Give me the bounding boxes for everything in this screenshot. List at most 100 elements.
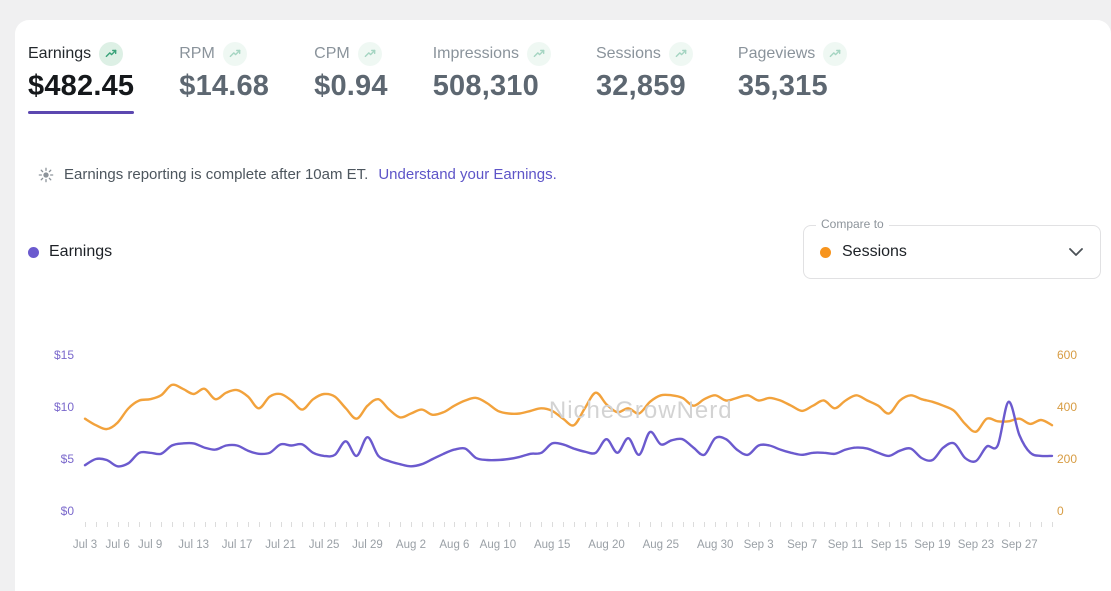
x-axis-tick bbox=[693, 522, 695, 527]
metric-value: 32,859 bbox=[595, 70, 686, 102]
x-axis-tick bbox=[247, 522, 249, 527]
x-axis-tick bbox=[660, 522, 662, 527]
x-axis-tick bbox=[584, 522, 586, 527]
x-axis-tick bbox=[356, 522, 358, 527]
compare-to-dropdown[interactable]: Compare to Sessions bbox=[803, 217, 1101, 279]
x-axis-tick bbox=[139, 522, 141, 527]
x-axis-tick bbox=[421, 522, 423, 527]
x-axis-tick bbox=[954, 522, 956, 527]
x-axis-tick bbox=[334, 522, 336, 527]
trend-up-icon bbox=[668, 42, 693, 66]
x-axis-tick bbox=[1041, 522, 1043, 527]
x-axis-tick bbox=[150, 522, 152, 527]
x-axis-tick bbox=[780, 522, 782, 527]
x-axis-tick bbox=[639, 522, 641, 527]
legend-earnings: Earnings bbox=[28, 243, 112, 261]
x-axis-label: Aug 30 bbox=[696, 539, 734, 551]
x-axis-label: Sep 27 bbox=[1001, 539, 1038, 551]
x-axis-tick bbox=[280, 522, 282, 527]
analytics-card: Earnings $482.45 RPM $14.68 CPM bbox=[15, 20, 1111, 591]
x-axis-tick bbox=[454, 522, 456, 527]
x-axis-tick bbox=[171, 522, 173, 527]
trend-up-icon bbox=[526, 42, 551, 66]
x-axis-tick bbox=[573, 522, 575, 527]
x-axis-tick bbox=[769, 522, 771, 527]
x-axis-tick bbox=[476, 522, 478, 527]
x-axis-tick bbox=[758, 522, 760, 527]
x-axis-tick bbox=[856, 522, 858, 527]
x-axis-tick bbox=[302, 522, 304, 527]
x-axis-tick bbox=[736, 522, 738, 527]
x-axis-tick bbox=[128, 522, 130, 527]
x-axis-tick bbox=[324, 522, 326, 527]
metric-label: Pageviews bbox=[737, 45, 816, 62]
metric-tab-earnings[interactable]: Earnings $482.45 bbox=[28, 42, 134, 114]
x-axis-label: Sep 3 bbox=[743, 539, 774, 551]
legend-row: Earnings Compare to Sessions bbox=[28, 217, 1101, 279]
metric-tab-rpm[interactable]: RPM $14.68 bbox=[179, 42, 269, 103]
x-axis-tick bbox=[519, 522, 521, 527]
trend-up-icon bbox=[357, 42, 382, 66]
x-axis-tick bbox=[1052, 522, 1053, 527]
x-axis-tick bbox=[845, 522, 847, 527]
earnings-line bbox=[83, 400, 1054, 468]
x-axis-label: Jul 9 bbox=[138, 539, 163, 551]
metric-label: Sessions bbox=[595, 45, 661, 62]
x-axis-tick bbox=[889, 522, 891, 527]
trend-up-icon bbox=[222, 42, 247, 66]
x-axis-tick bbox=[226, 522, 228, 527]
x-axis-tick bbox=[812, 522, 814, 527]
x-axis-tick bbox=[943, 522, 945, 527]
x-axis-tick bbox=[726, 522, 728, 527]
x-axis-label: Sep 7 bbox=[787, 539, 818, 551]
x-axis-tick bbox=[671, 522, 673, 527]
x-axis-tick bbox=[682, 522, 684, 527]
x-axis-tick bbox=[791, 522, 793, 527]
x-axis-tick bbox=[410, 522, 412, 527]
x-axis-label: Sep 23 bbox=[957, 539, 995, 551]
understand-earnings-link[interactable]: Understand your Earnings. bbox=[378, 166, 557, 183]
metric-tab-sessions[interactable]: Sessions 32,859 bbox=[596, 42, 693, 103]
x-axis-tick bbox=[802, 522, 804, 527]
chevron-down-icon bbox=[1068, 246, 1084, 258]
metric-tab-cpm[interactable]: CPM $0.94 bbox=[314, 42, 388, 103]
x-axis-tick bbox=[95, 522, 97, 527]
metric-value: 508,310 bbox=[432, 70, 539, 102]
sun-icon bbox=[38, 167, 54, 183]
x-axis-tick bbox=[400, 522, 402, 527]
x-axis-tick bbox=[367, 522, 369, 527]
x-axis-tick bbox=[715, 522, 717, 527]
x-axis-tick bbox=[1008, 522, 1010, 527]
x-axis-label: Aug 6 bbox=[439, 539, 470, 551]
x-axis-label: Aug 20 bbox=[588, 539, 625, 551]
earnings-notice: Earnings reporting is complete after 10a… bbox=[38, 166, 1111, 183]
x-axis-label: Aug 15 bbox=[533, 539, 571, 551]
x-axis-tick bbox=[508, 522, 510, 527]
x-axis-tick bbox=[161, 522, 163, 527]
x-axis-label: Sep 19 bbox=[914, 539, 951, 551]
earnings-series-dot bbox=[28, 246, 39, 258]
x-axis-tick bbox=[269, 522, 271, 527]
x-axis-tick bbox=[965, 522, 967, 527]
x-axis-label: Jul 3 bbox=[72, 539, 98, 551]
x-axis-tick bbox=[834, 522, 836, 527]
metric-label: Earnings bbox=[28, 45, 92, 62]
chart-plot-area bbox=[83, 355, 1054, 511]
x-axis-tick bbox=[313, 522, 315, 527]
compare-to-label: Compare to bbox=[816, 217, 889, 231]
trend-up-icon bbox=[823, 42, 848, 66]
x-axis-tick bbox=[487, 522, 488, 527]
x-axis-tick bbox=[606, 522, 608, 527]
right-axis-tick-label: 400 bbox=[1057, 400, 1078, 414]
metric-tab-pageviews[interactable]: Pageviews 35,315 bbox=[737, 42, 848, 103]
compare-selected-value: Sessions bbox=[842, 243, 907, 260]
x-axis-tick bbox=[389, 522, 391, 527]
x-axis-tick bbox=[649, 522, 651, 527]
x-axis-tick bbox=[530, 522, 532, 527]
x-axis-tick bbox=[617, 522, 619, 527]
notice-text: Earnings reporting is complete after 10a… bbox=[64, 166, 369, 183]
metric-tab-impressions[interactable]: Impressions 508,310 bbox=[433, 42, 551, 103]
x-axis-tick bbox=[443, 522, 445, 527]
left-axis-tick-label: $5 bbox=[60, 452, 74, 466]
trend-up-icon bbox=[99, 42, 124, 66]
